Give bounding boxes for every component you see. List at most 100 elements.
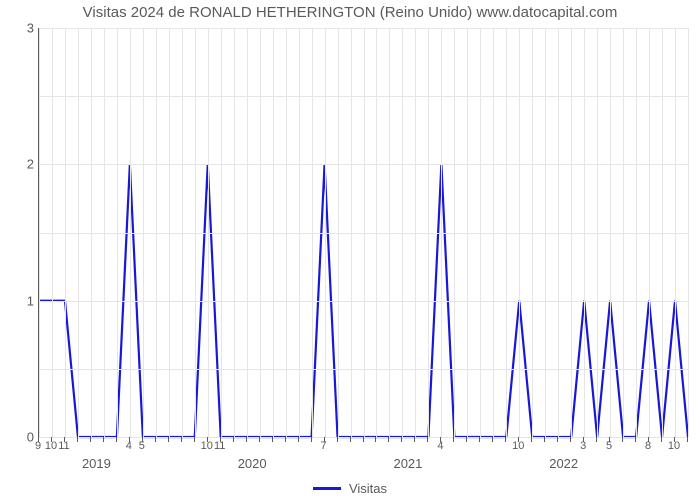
gridline-v [325,28,326,437]
x-tick-major-label: 2019 [82,456,111,471]
x-tick-mark [440,437,441,442]
gridline-v [597,28,598,437]
gridline-v [312,28,313,437]
gridline-v [286,28,287,437]
x-tick-mark [375,437,376,442]
x-tick-mark [531,437,532,442]
plot-area [38,28,688,438]
gridline-v [195,28,196,437]
x-tick-mark [311,437,312,442]
gridline-v [662,28,663,437]
gridline-v [623,28,624,437]
x-tick-mark [635,437,636,442]
gridline-v [39,28,40,437]
gridline-v [156,28,157,437]
x-tick-mark [103,437,104,442]
x-tick-mark [363,437,364,442]
y-tick-label: 0 [6,430,34,445]
gridline-v [169,28,170,437]
gridline-v [519,28,520,437]
x-tick-mark [116,437,117,442]
x-tick-mark [505,437,506,442]
gridline-v [584,28,585,437]
chart-title: Visitas 2024 de RONALD HETHERINGTON (Rei… [0,4,700,21]
gridline-h [39,437,688,438]
x-tick-mark [661,437,662,442]
gridline-v [208,28,209,437]
gridline-v [571,28,572,437]
x-tick-mark [246,437,247,442]
legend-label: Visitas [349,481,387,496]
x-tick-mark [155,437,156,442]
x-tick-mark [518,437,519,442]
y-tick-label: 3 [6,21,34,36]
x-tick-mark [570,437,571,442]
x-tick-mark [233,437,234,442]
gridline-v [143,28,144,437]
x-tick-mark [674,437,675,442]
x-tick-major-label: 2021 [393,456,422,471]
gridline-v [532,28,533,437]
gridline-v [234,28,235,437]
gridline-v [649,28,650,437]
gridline-v [364,28,365,437]
x-tick-mark [350,437,351,442]
gridline-v [247,28,248,437]
x-tick-mark [583,437,584,442]
x-tick-mark [142,437,143,442]
gridline-v [415,28,416,437]
gridline-v [454,28,455,437]
x-tick-mark [596,437,597,442]
x-tick-mark [90,437,91,442]
x-tick-mark [687,437,688,442]
gridline-v [299,28,300,437]
x-tick-mark [64,437,65,442]
gridline-v [675,28,676,437]
gridline-v [117,28,118,437]
gridline-v [493,28,494,437]
x-tick-mark [207,437,208,442]
gridline-v [182,28,183,437]
x-tick-mark [414,437,415,442]
gridline-v [376,28,377,437]
x-tick-mark [220,437,221,442]
x-tick-mark [479,437,480,442]
legend-swatch [313,487,341,490]
gridline-v [260,28,261,437]
x-tick-mark [492,437,493,442]
y-tick-label: 1 [6,293,34,308]
gridline-v [636,28,637,437]
x-tick-mark [77,437,78,442]
x-tick-mark [168,437,169,442]
x-tick-mark [622,437,623,442]
x-tick-mark [38,437,39,442]
gridline-v [558,28,559,437]
gridline-v [338,28,339,437]
x-tick-mark [557,437,558,442]
gridline-v [130,28,131,437]
gridline-v [441,28,442,437]
gridline-v [78,28,79,437]
gridline-v [428,28,429,437]
gridline-v [610,28,611,437]
gridline-v [688,28,689,437]
x-tick-mark [609,437,610,442]
gridline-v [91,28,92,437]
x-tick-mark [129,437,130,442]
gridline-v [65,28,66,437]
y-tick-label: 2 [6,157,34,172]
x-tick-mark [388,437,389,442]
x-tick-major-label: 2022 [549,456,578,471]
gridline-v [467,28,468,437]
x-tick-mark [324,437,325,442]
gridline-v [221,28,222,437]
x-tick-mark [648,437,649,442]
x-tick-mark [285,437,286,442]
x-tick-mark [544,437,545,442]
x-tick-mark [427,437,428,442]
x-tick-mark [298,437,299,442]
x-tick-mark [453,437,454,442]
x-tick-mark [466,437,467,442]
x-tick-mark [401,437,402,442]
legend: Visitas [0,477,700,496]
